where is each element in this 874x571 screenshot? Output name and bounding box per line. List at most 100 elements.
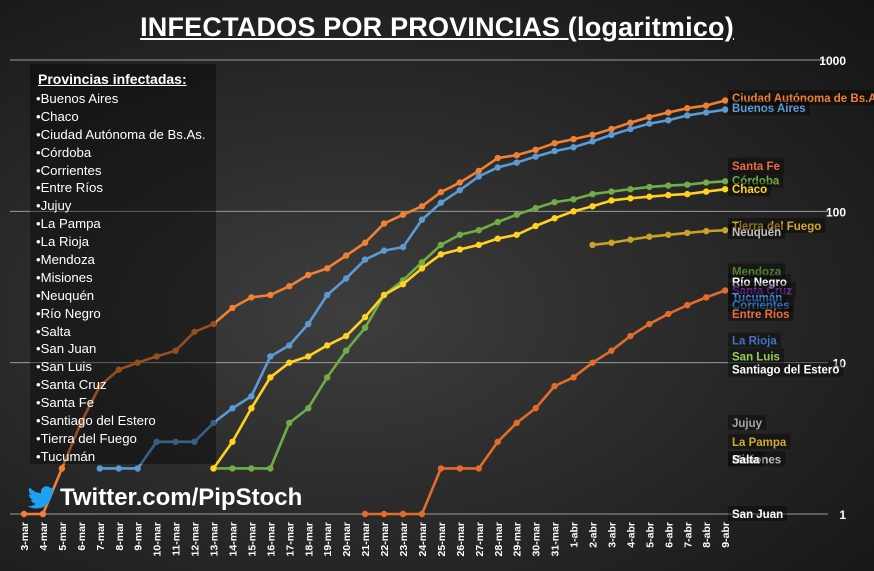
data-point [608,347,615,354]
data-point [399,211,407,218]
x-tick-label: 22-mar [379,522,391,556]
series-label: La Rioja [732,336,777,348]
data-point [58,465,66,472]
series-label: Santiago del Estero [732,365,839,377]
data-point [627,119,634,126]
x-tick-label: 6-abr [663,522,675,548]
x-tick-label: 16-mar [265,522,277,556]
data-point [418,265,426,272]
data-point [646,183,653,191]
legend-item: •Santiago del Estero [36,413,156,429]
legend-item: •Santa Cruz [36,377,107,393]
data-point [399,243,407,251]
series-line [99,108,726,470]
series-label-bg [728,224,786,240]
data-point [399,280,407,288]
series-label: Córdoba [732,175,780,187]
series-label: San Juan [732,509,783,521]
data-point [229,405,236,412]
data-point [134,465,141,472]
series-label-bg [728,506,788,521]
data-point [153,353,160,360]
y-tick-label: 10 [833,357,847,371]
x-tick-label: 3-abr [606,522,618,548]
series-label: Neuquén [732,227,781,239]
data-point [153,438,160,445]
data-point [513,211,520,218]
data-point [721,178,729,185]
data-point [267,353,274,360]
data-point [627,236,634,243]
data-point [646,233,653,240]
legend-item: •Buenos Aires [36,91,119,106]
legend-item: •Jujuy [36,198,72,214]
data-point [494,154,501,162]
data-point [608,125,615,133]
data-point [475,465,482,472]
data-point [342,275,350,282]
legend-item: •La Pampa [36,216,101,232]
data-point [134,359,141,366]
x-tick-label: 28-mar [493,522,505,556]
x-tick-label: 9-abr [720,522,732,548]
data-point [665,191,672,199]
data-point [286,283,293,290]
data-point [721,227,729,234]
series-label-bg [728,217,826,233]
data-point [191,328,198,335]
data-point [324,265,331,272]
legend-item: •Salta [36,323,71,339]
series-label: Tucumán [732,292,782,304]
series-label: Misiones [732,454,781,466]
x-tick-label: 8-abr [701,522,713,548]
data-point [589,359,596,366]
data-point [456,231,464,238]
data-point [267,374,274,381]
legend-item: •Santa Fe [36,395,95,411]
y-tick-label: 100 [826,205,846,219]
data-point [703,294,710,301]
data-point [551,382,558,390]
series-label-bg [728,332,781,348]
data-point [608,239,615,246]
series-label: Entre Ríos [732,309,790,321]
series-line [213,179,726,470]
data-point [418,203,426,210]
series-label-bg [728,451,764,467]
data-point [551,198,558,206]
series-label-bg [728,348,784,364]
data-point [532,222,539,230]
series-line [212,187,726,470]
series-label-bg [728,181,772,197]
data-point [456,246,464,253]
data-point [684,112,691,119]
data-point [627,195,634,202]
data-point [361,510,369,518]
data-point [39,510,47,518]
x-tick-label: 26-mar [455,522,467,556]
data-point [172,347,179,354]
data-point [418,510,426,518]
data-point [380,291,388,299]
data-point [229,465,236,472]
data-point [589,138,596,145]
twitter-bird-icon [28,486,55,509]
data-point [627,125,634,133]
data-point [665,109,672,116]
x-tick-label: 24-mar [417,522,429,556]
series-label: Santa Cruz [732,285,792,297]
data-point [96,465,104,472]
legend-item: •Neuquén [36,287,95,303]
data-point [589,203,596,210]
data-point [721,287,729,294]
data-point [248,294,255,301]
series-line [365,289,726,516]
x-tick-label: 14-mar [227,522,239,556]
data-point [665,231,672,238]
twitter-handle: Twitter.com/PipStoch [60,484,303,511]
data-point [589,131,596,139]
series-label-bg [728,414,767,430]
series-label-bg [728,100,810,116]
data-point [627,332,634,340]
data-point [513,419,520,427]
